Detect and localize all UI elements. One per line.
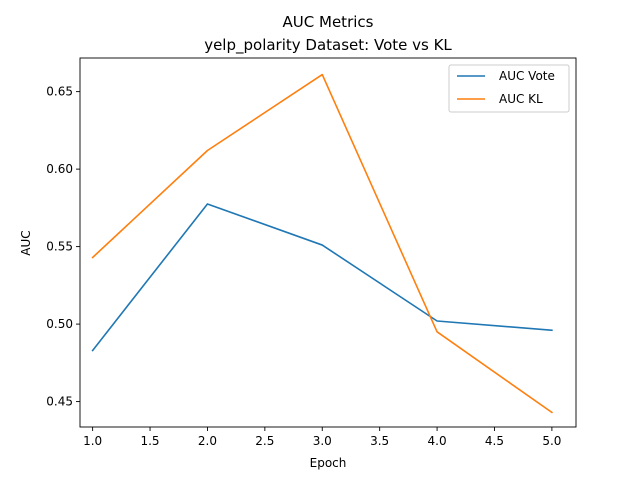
x-axis-label: Epoch <box>310 456 347 470</box>
x-tick-label: 1.0 <box>83 434 102 448</box>
x-tick-label: 4.0 <box>428 434 447 448</box>
y-tick-label: 0.45 <box>46 395 73 409</box>
y-tick-label: 0.50 <box>46 317 73 331</box>
chart-title: AUC Metrics <box>283 13 374 31</box>
x-tick-label: 4.5 <box>485 434 504 448</box>
plot-frame <box>79 57 577 428</box>
x-tick-label: 5.0 <box>542 434 561 448</box>
y-tick-label: 0.55 <box>46 240 73 254</box>
legend: AUC Vote AUC KL <box>448 64 570 113</box>
x-tick-label: 2.5 <box>255 434 274 448</box>
plot-area: 1.0 1.5 2.0 2.5 3.0 3.5 4.0 4.5 5.0 0.45 0.50 0.55 0… <box>46 57 577 448</box>
legend-label: AUC KL <box>499 92 543 106</box>
chart-subtitle: yelp_polarity Dataset: Vote vs KL <box>204 36 452 55</box>
x-tick-label: 3.0 <box>313 434 332 448</box>
x-tick-label: 3.5 <box>370 434 389 448</box>
series-line-auc-vote <box>91 203 553 352</box>
x-tick-label: 2.0 <box>198 434 217 448</box>
y-tick-label: 0.65 <box>46 85 73 99</box>
y-axis-label: AUC <box>19 230 33 255</box>
y-tick-label: 0.60 <box>46 162 73 176</box>
series-line-auc-kl <box>91 73 554 414</box>
x-tick-label: 1.5 <box>140 434 159 448</box>
legend-label: AUC Vote <box>499 69 555 83</box>
